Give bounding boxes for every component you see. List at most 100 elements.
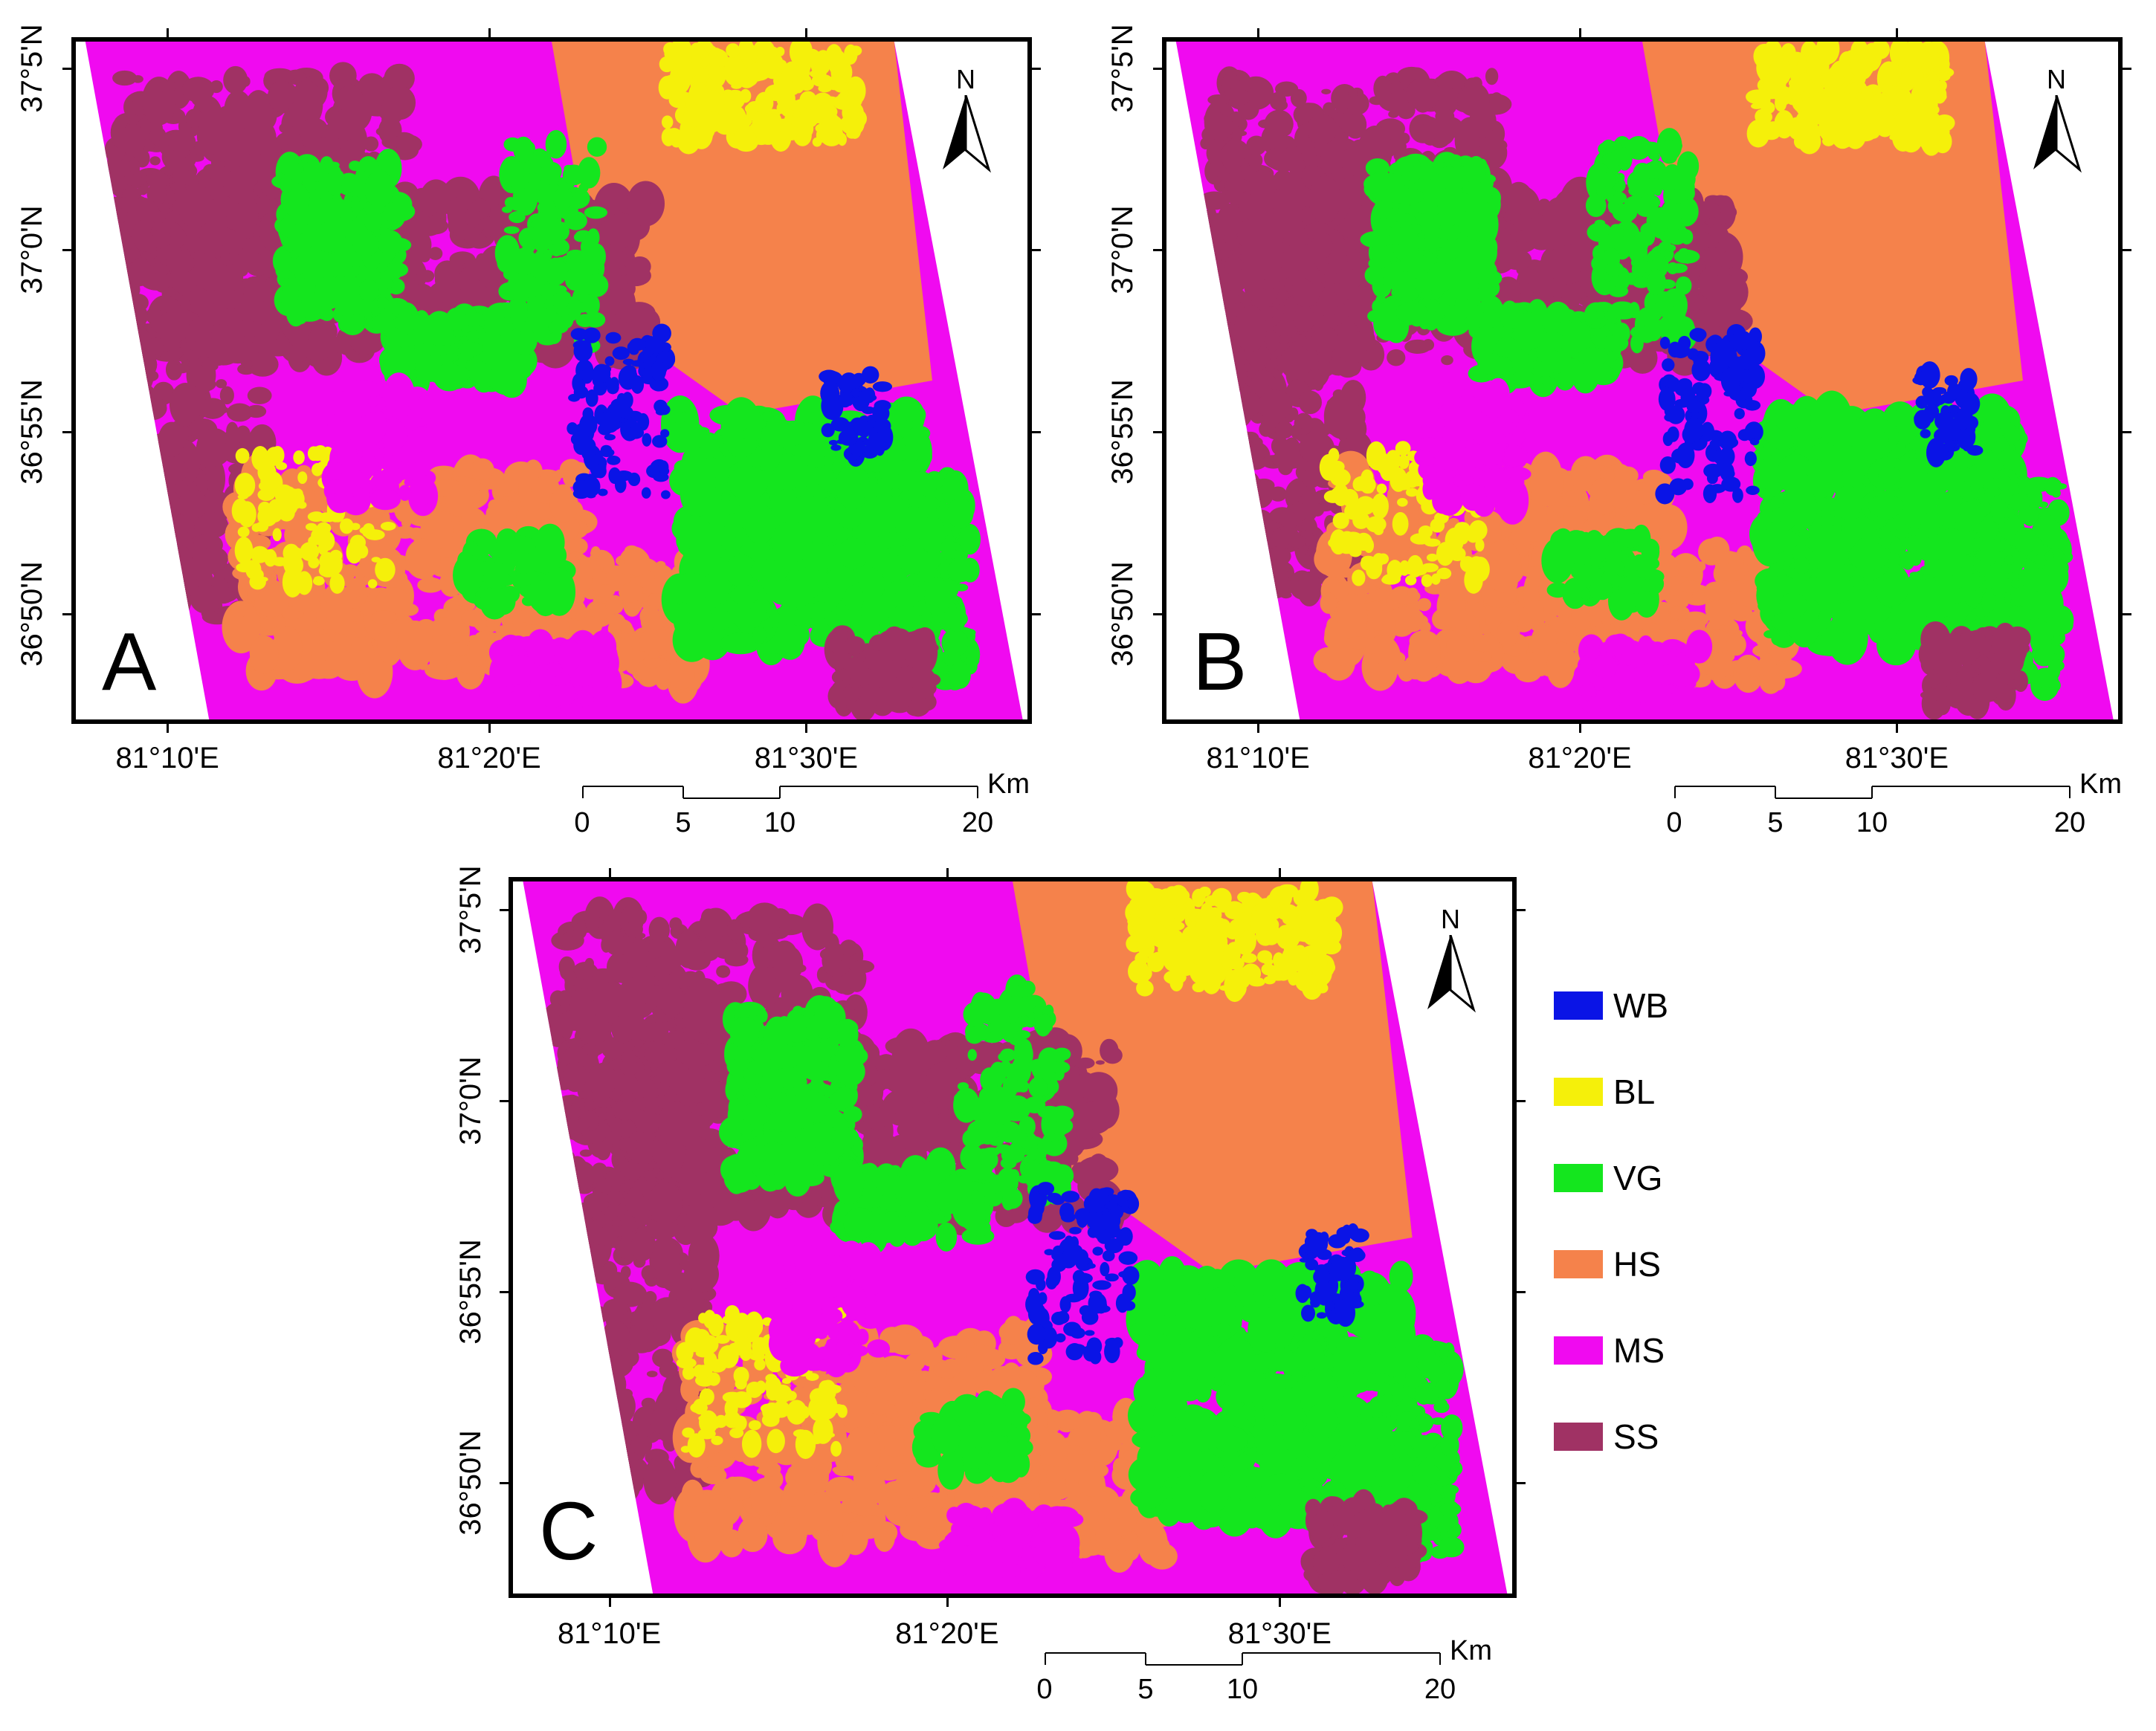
scale-bar-tick-label: 20 — [1424, 1674, 1456, 1705]
north-arrow-icon — [1427, 935, 1476, 1013]
latitude-tick — [62, 613, 71, 616]
legend-label-bl: BL — [1613, 1072, 1656, 1111]
longitude-tick — [1579, 724, 1582, 733]
north-arrow-icon — [2033, 95, 2082, 173]
north-arrow: N — [940, 64, 992, 175]
scale-bar-tick-label: 10 — [1856, 807, 1888, 838]
longitude-label: 81°30'E — [1844, 742, 1949, 774]
latitude-label: 36°55'N — [1106, 379, 1139, 485]
latitude-tick — [1520, 908, 1526, 911]
latitude-tick — [2126, 431, 2131, 434]
latitude-tick — [1035, 613, 1041, 616]
latitude-label: 36°50'N — [1106, 561, 1139, 667]
latitude-tick — [2126, 249, 2131, 252]
legend-swatch-wb — [1554, 991, 1603, 1020]
longitude-label: 81°20'E — [437, 742, 541, 774]
scale-bar-tick-label: 10 — [1226, 1674, 1259, 1705]
scale-bar-tick-label: 5 — [675, 807, 691, 838]
latitude-label: 36°55'N — [16, 379, 48, 485]
latitude-tick — [1520, 1099, 1526, 1102]
legend-label-ms: MS — [1613, 1331, 1665, 1370]
latitude-tick — [62, 249, 71, 252]
latitude-tick — [1153, 249, 1162, 252]
latitude-tick — [500, 1099, 509, 1102]
latitude-tick — [1520, 1290, 1526, 1293]
north-arrow: N — [1424, 904, 1476, 1015]
legend-swatch-bl — [1554, 1078, 1603, 1106]
scale-bar-tick-label: 0 — [1666, 807, 1682, 838]
legend-swatch-ss — [1554, 1423, 1603, 1451]
latitude-tick — [2126, 613, 2131, 616]
scale-bar-tick-label: 0 — [574, 807, 590, 838]
latitude-tick — [1035, 249, 1041, 252]
longitude-label: 81°30'E — [1227, 1617, 1332, 1650]
latitude-label: 36°50'N — [16, 561, 48, 667]
latitude-label: 37°5'N — [454, 865, 487, 954]
longitude-label: 81°10'E — [115, 742, 219, 774]
longitude-tick — [608, 1598, 611, 1607]
legend-item-bl: BL — [1554, 1067, 1747, 1112]
north-arrow-label: N — [2047, 64, 2066, 94]
scale-bar-tick-label: 20 — [961, 807, 994, 838]
longitude-tick — [1579, 28, 1582, 37]
longitude-tick — [805, 28, 808, 37]
scale-bar-graphic — [1674, 786, 2071, 799]
north-arrow-icon — [943, 95, 991, 173]
scale-bar-tick-label: 10 — [764, 807, 796, 838]
latitude-tick — [62, 67, 71, 70]
latitude-tick — [1153, 67, 1162, 70]
longitude-tick — [1257, 724, 1260, 733]
panel-letter: C — [539, 1486, 598, 1577]
longitude-tick — [488, 724, 491, 733]
legend-item-vg: VG — [1554, 1154, 1747, 1198]
longitude-tick — [1279, 1598, 1282, 1607]
longitude-tick — [1279, 868, 1282, 877]
longitude-tick — [167, 28, 170, 37]
scale-bar-tick-label: 5 — [1767, 807, 1784, 838]
legend-label-vg: VG — [1613, 1159, 1663, 1197]
scale-bar-graphic — [582, 786, 978, 799]
legend-item-ss: SS — [1554, 1412, 1747, 1457]
classified-map-image — [1175, 42, 2114, 719]
classified-map-image — [85, 42, 1023, 719]
legend-label-wb: WB — [1613, 986, 1669, 1025]
longitude-tick — [805, 724, 808, 733]
latitude-tick — [1153, 431, 1162, 434]
latitude-label: 37°0'N — [1106, 205, 1139, 295]
scale-bar-unit: Km — [987, 769, 1030, 800]
longitude-label: 81°10'E — [557, 1617, 662, 1650]
latitude-tick — [500, 1290, 509, 1293]
legend-label-hs: HS — [1613, 1245, 1661, 1284]
legend-swatch-vg — [1554, 1164, 1603, 1192]
panel-letter: B — [1192, 616, 1248, 708]
longitude-label: 81°10'E — [1206, 742, 1310, 774]
latitude-label: 36°55'N — [454, 1239, 487, 1345]
scale-bar-tick-label: 5 — [1137, 1674, 1154, 1705]
scale-bar-unit: Km — [1450, 1635, 1492, 1666]
legend-item-wb: WB — [1554, 981, 1747, 1026]
panel-letter: A — [102, 616, 157, 708]
longitude-label: 81°30'E — [754, 742, 859, 774]
legend-item-hs: HS — [1554, 1240, 1747, 1284]
legend-item-ms: MS — [1554, 1326, 1747, 1371]
longitude-tick — [946, 868, 949, 877]
longitude-tick — [946, 1598, 949, 1607]
north-arrow-label: N — [956, 64, 975, 94]
longitude-tick — [1896, 28, 1899, 37]
north-arrow-label: N — [1441, 904, 1460, 934]
legend-label-ss: SS — [1613, 1417, 1659, 1456]
latitude-label: 37°5'N — [16, 23, 48, 113]
longitude-label: 81°20'E — [1528, 742, 1632, 774]
legend-swatch-ms — [1554, 1336, 1603, 1365]
latitude-tick — [2126, 67, 2131, 70]
latitude-tick — [62, 431, 71, 434]
classified-map-image — [523, 881, 1508, 1594]
latitude-tick — [500, 908, 509, 911]
latitude-tick — [500, 1481, 509, 1484]
legend-swatch-hs — [1554, 1250, 1603, 1278]
longitude-tick — [608, 868, 611, 877]
latitude-tick — [1520, 1481, 1526, 1484]
